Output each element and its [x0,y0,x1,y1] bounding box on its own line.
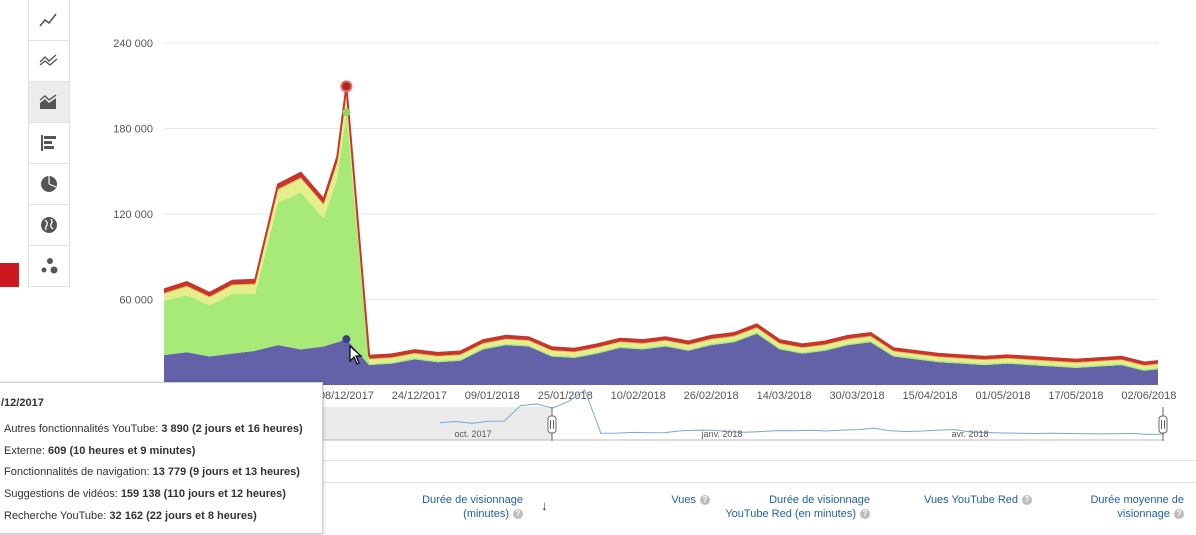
range-end-handle[interactable] [1158,407,1168,441]
mini-timeline-label: avr. 2018 [951,429,988,439]
stacked-area-chart-button[interactable] [29,82,69,123]
multi-line-chart-button[interactable] [29,41,69,82]
x-tick-label: 14/03/2018 [757,390,812,402]
x-tick-label: 25/01/2018 [538,390,593,402]
x-tick-label: 17/05/2018 [1048,390,1103,402]
bar-chart-icon [41,135,56,151]
hover-indicators [340,80,353,344]
x-axis-tick-labels: 1708/12/201724/12/201709/01/201825/01/20… [267,390,1176,402]
x-tick-label: 01/05/2018 [975,390,1030,402]
y-tick-label: 180 000 [113,124,153,136]
column-average-view-duration[interactable]: Durée moyenne de visionnage? [1090,494,1184,520]
bubble-chart-button[interactable] [29,246,69,287]
section-divider [322,460,1196,461]
hover-point-suggested-videos [342,108,351,117]
sort-descending-icon[interactable]: ↓ [541,498,548,513]
tooltip-row-suggested-videos: Suggestions de vidéos: 159 138 (110 jour… [4,488,286,500]
x-tick-label: 08/12/2017 [319,390,374,402]
help-icon[interactable]: ? [1022,495,1032,506]
area-youtube-search [164,333,1158,385]
hover-point-youtube-search [342,335,351,344]
tooltip-row-browse-features: Fonctionnalités de navigation: 13 779 (9… [4,466,300,478]
tooltip-row-other-features: Autres fonctionnalités YouTube: 3 890 (2… [4,423,303,435]
hover-point-other-features [340,80,353,93]
x-tick-label: 15/04/2018 [902,390,957,402]
mini-timeline-line [439,389,1165,435]
help-icon[interactable]: ? [700,495,710,506]
pie-chart-button[interactable] [29,164,69,205]
help-icon[interactable]: ? [513,509,523,520]
column-red-watch-time[interactable]: Durée de visionnage YouTube Red (en minu… [725,494,870,520]
help-icon[interactable]: ? [860,509,870,520]
x-tick-label: 24/12/2017 [392,390,447,402]
y-tick-label: 60 000 [119,295,153,307]
globe-map-button[interactable] [29,205,69,246]
metrics-table-header: Durée de visionnage (minutes)? ↓ Vues? D… [322,482,1196,535]
mini-timeline-navigator[interactable]: oct. 2017 janv. 2018 avr. 2018 [322,389,1168,441]
mini-timeline-label: janv. 2018 [701,429,743,439]
globe-map-icon [41,217,57,233]
column-watch-time[interactable]: Durée de visionnage (minutes)? [422,494,523,520]
pie-chart-icon [41,176,57,192]
x-tick-label: 09/01/2018 [465,390,520,402]
x-tick-label: 26/02/2018 [684,390,739,402]
y-axis-tick-labels: 240 000 180 000 120 000 60 000 [113,38,153,307]
multi-line-chart-icon [39,54,58,66]
line-chart-button[interactable] [29,0,69,41]
tooltip-row-youtube-search: Recherche YouTube: 32 162 (22 jours et 8… [4,510,257,522]
y-tick-label: 240 000 [113,38,153,50]
stacked-area-chart-icon [39,94,57,109]
tooltip-row-external: Externe: 609 (10 heures et 9 minutes) [4,445,196,457]
accent-red-marker [0,263,19,287]
y-tick-label: 120 000 [113,209,153,221]
x-tick-label: 02/06/2018 [1121,390,1176,402]
x-tick-label: 30/03/2018 [830,390,885,402]
chart-areas [163,86,1159,385]
column-views[interactable]: Vues? [662,493,710,507]
mini-timeline-out-of-range [322,407,552,440]
range-start-handle[interactable] [547,407,557,441]
total-outline [163,86,1159,364]
column-red-views[interactable]: Vues YouTube Red? [912,493,1032,507]
chart-type-toolbar [28,0,70,288]
chart-tooltip: /12/2017 Autres fonctionnalités YouTube:… [0,382,323,534]
bubble-chart-icon [41,258,58,274]
mouse-cursor-icon [349,345,363,365]
tooltip-date: /12/2017 [1,397,44,409]
x-tick-label: 10/02/2018 [611,390,666,402]
area-suggested-videos [164,112,1158,371]
help-icon[interactable]: ? [1174,509,1184,520]
mini-timeline-label: oct. 2017 [454,429,491,439]
bar-chart-button[interactable] [29,123,69,164]
line-chart-icon [39,13,57,27]
